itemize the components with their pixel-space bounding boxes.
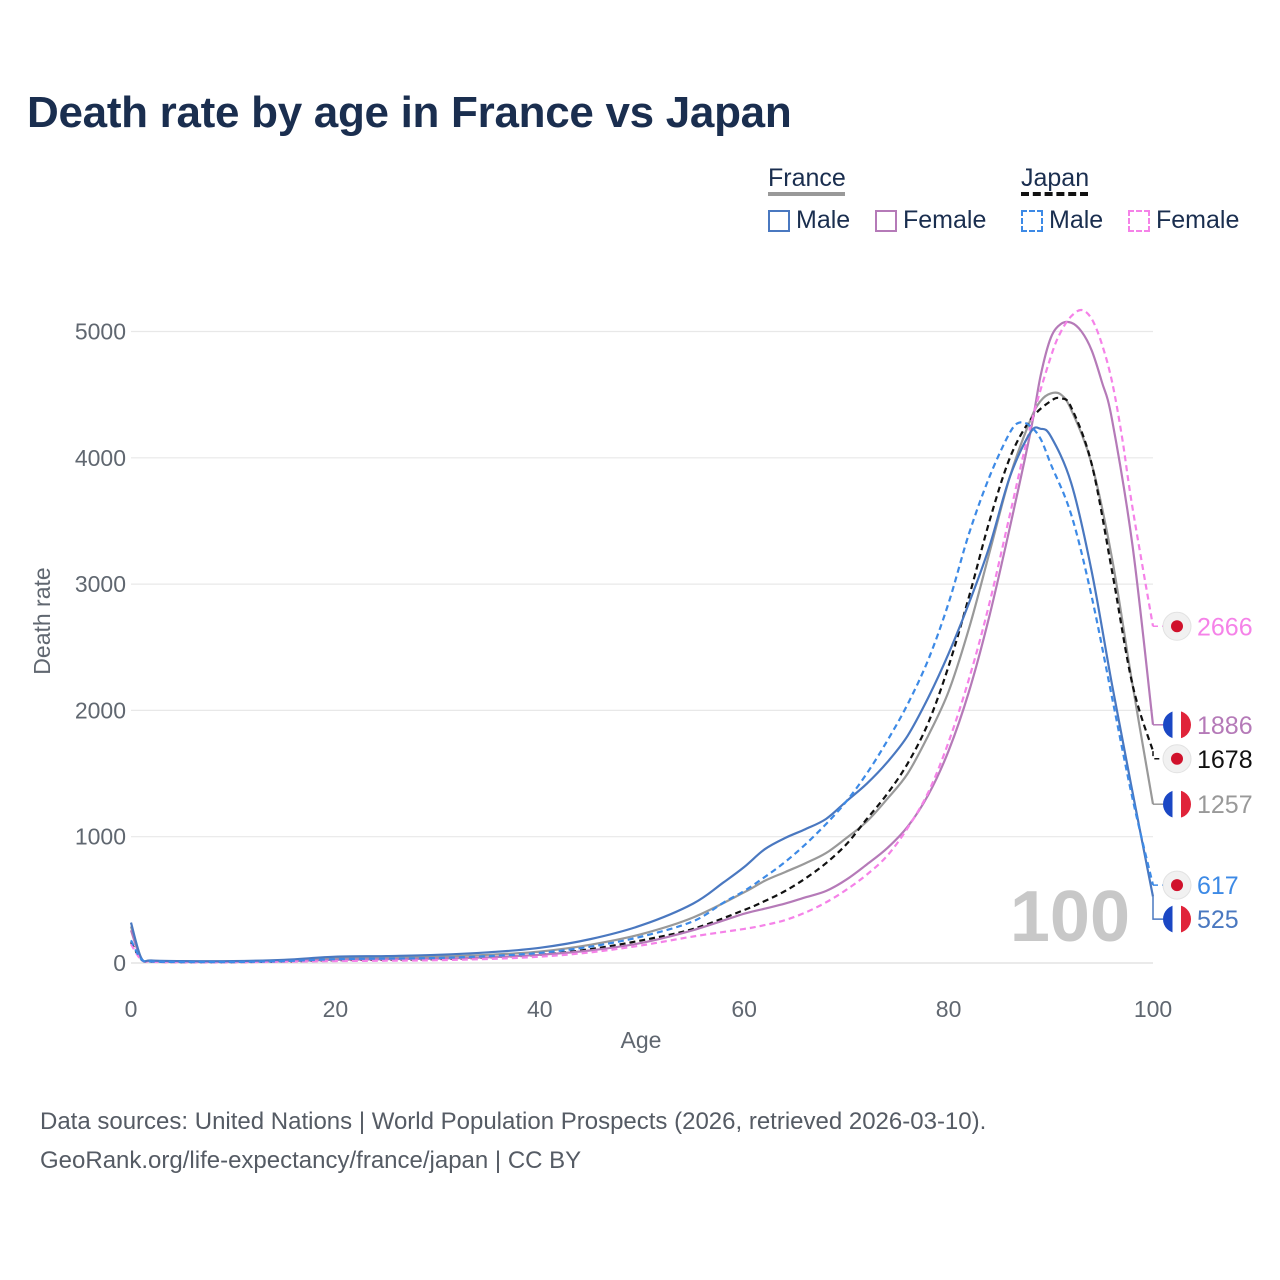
series-line-france-total <box>129 391 1155 963</box>
japan-flag-icon <box>1162 744 1192 774</box>
x-axis-label: Age <box>621 1027 662 1053</box>
legend-item-france-male[interactable]: Male <box>768 206 850 235</box>
legend-label-japan-female: Female <box>1156 206 1240 234</box>
y-axis-label: Death rate <box>29 567 55 674</box>
france-flag-white <box>1172 790 1182 819</box>
x-axis-ticks: 0 20 40 60 80 100 <box>125 996 1173 1022</box>
series-line-france-female <box>129 320 1155 963</box>
x-tick-label-80: 80 <box>936 996 962 1022</box>
end-value-label-japan-1678: 1678 <box>1197 746 1253 774</box>
legend-item-japan-male[interactable]: Male <box>1021 206 1103 235</box>
japan-flag-icon <box>1162 611 1192 641</box>
end-marker-japan-1678: 1678 <box>1162 744 1253 774</box>
japan-flag-disc <box>1171 752 1183 765</box>
japan-flag-disc <box>1171 620 1183 633</box>
france-flag-red <box>1181 710 1191 739</box>
x-tick-label-100: 100 <box>1134 996 1172 1022</box>
end-value-label-france-1886: 1886 <box>1197 712 1253 740</box>
series-lines <box>129 308 1155 964</box>
france-flag-icon <box>1163 710 1191 739</box>
legend-group-japan-title: Japan <box>1021 164 1090 192</box>
legend-group-france-title: France <box>768 164 846 192</box>
year-watermark: 100 <box>1010 877 1130 957</box>
legend-item-japan-female[interactable]: Female <box>1128 206 1239 235</box>
legend-label-japan-male: Male <box>1049 206 1104 234</box>
series-line-france-male <box>129 426 1155 963</box>
legend-label-france-male: Male <box>796 206 851 234</box>
grid-lines <box>131 330 1153 964</box>
end-marker-france-1257: 1257 <box>1163 790 1253 819</box>
legend-group-france-underline <box>768 192 845 196</box>
france-flag-blue <box>1163 905 1173 934</box>
end-marker-japan-617: 617 <box>1162 870 1239 900</box>
y-tick-label-2000: 2000 <box>75 697 126 723</box>
y-tick-label-1000: 1000 <box>75 824 126 850</box>
legend-group-japan-underline <box>1021 192 1088 196</box>
series-line-japan-male <box>130 421 1155 964</box>
y-tick-label-0: 0 <box>113 950 126 976</box>
end-connectors <box>1152 625 1163 920</box>
x-tick-label-20: 20 <box>323 996 349 1022</box>
france-flag-white <box>1172 710 1182 739</box>
legend-item-france-female[interactable]: Female <box>875 206 986 235</box>
series-line-japan-total <box>130 396 1155 964</box>
france-flag-icon <box>1163 790 1191 819</box>
end-value-label-japan-2666: 2666 <box>1197 613 1253 641</box>
france-flag-red <box>1181 905 1191 934</box>
end-value-label-japan-617: 617 <box>1197 872 1239 900</box>
legend-swatch-france-female <box>875 209 897 232</box>
japan-flag-icon <box>1162 870 1192 900</box>
end-value-label-france-1257: 1257 <box>1197 791 1253 819</box>
x-tick-label-40: 40 <box>527 996 553 1022</box>
end-connector-france-525 <box>1152 896 1163 920</box>
y-tick-label-3000: 3000 <box>75 571 126 597</box>
end-markers: 2666 1886 1678 1257 617 525 <box>1162 611 1253 934</box>
chart-title: Death rate by age in France vs Japan <box>27 88 792 137</box>
france-flag-red <box>1181 790 1191 819</box>
x-tick-label-0: 0 <box>125 996 138 1022</box>
footer-sources: Data sources: United Nations | World Pop… <box>40 1108 987 1135</box>
y-axis-ticks: 0 1000 2000 3000 4000 5000 <box>75 319 126 977</box>
france-flag-icon <box>1163 905 1191 934</box>
end-marker-france-1886: 1886 <box>1163 710 1253 740</box>
end-marker-japan-2666: 2666 <box>1162 611 1253 641</box>
france-flag-white <box>1172 905 1182 934</box>
y-tick-label-4000: 4000 <box>75 445 126 471</box>
end-connector-japan-1678 <box>1152 751 1163 760</box>
legend-label-france-female: Female <box>903 206 987 234</box>
france-flag-blue <box>1163 710 1173 739</box>
y-tick-label-5000: 5000 <box>75 319 126 345</box>
series-line-japan-female <box>130 308 1155 964</box>
end-marker-france-525: 525 <box>1163 905 1239 934</box>
footer-link[interactable]: GeoRank.org/life-expectancy/france/japan… <box>40 1147 582 1174</box>
legend-swatch-france-male <box>768 209 790 232</box>
end-value-label-france-525: 525 <box>1197 906 1239 934</box>
x-tick-label-60: 60 <box>731 996 757 1022</box>
japan-flag-disc <box>1171 879 1183 892</box>
legend-swatch-japan-female <box>1128 209 1150 232</box>
france-flag-blue <box>1163 790 1173 819</box>
legend-swatch-japan-male <box>1021 209 1043 232</box>
